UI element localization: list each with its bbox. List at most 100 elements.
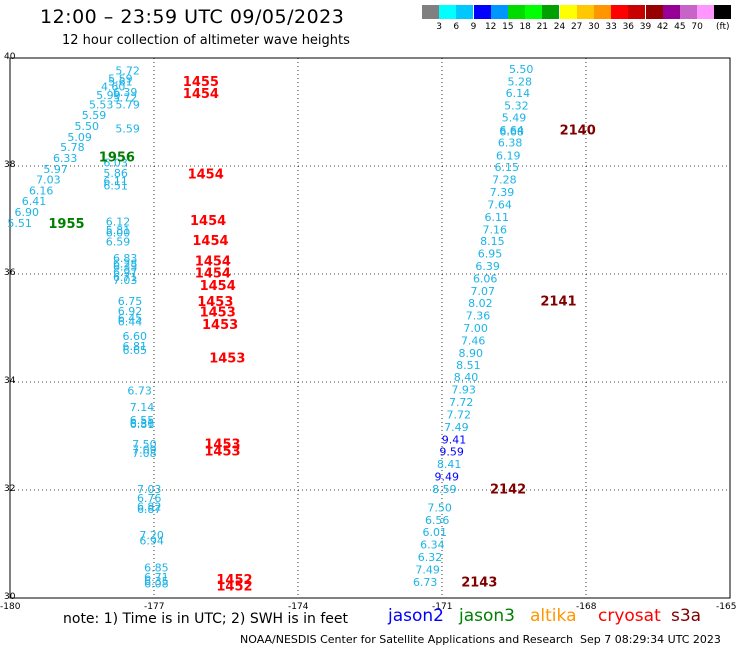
wave-height-value: 6.55 [130, 414, 155, 427]
legend-label: 12 [484, 22, 497, 32]
wave-height-value: 7.39 [490, 186, 515, 199]
generated-timestamp: Sep 7 08:29:34 UTC 2023 [580, 633, 721, 646]
wave-height-value: 5.50 [509, 63, 534, 76]
satellite-label-jason2: jason2 [388, 606, 444, 626]
legend-swatch [559, 5, 577, 19]
pass-time-label: 1454 [188, 168, 224, 183]
longitude-label: -165 [716, 602, 737, 612]
wave-height-value: 6.15 [495, 161, 520, 174]
pass-time-label: 1455 [183, 75, 219, 90]
wave-height-value: 6.56 [425, 514, 450, 527]
legend-swatch [576, 5, 594, 19]
wave-height-value: 6.39 [475, 260, 500, 273]
wave-height-value: 6.35 [144, 575, 169, 588]
map-frame [9, 57, 731, 599]
pass-time-label: 1454 [195, 267, 231, 282]
legend-label: 33 [605, 22, 617, 32]
legend-swatch [490, 5, 508, 19]
wave-height-value: 5.09 [67, 131, 92, 144]
wave-height-value: 5.81 [106, 224, 131, 237]
wave-height-value: 7.20 [139, 529, 164, 542]
wave-height-value: 5.79 [115, 99, 140, 112]
wave-height-value: 6.81 [123, 340, 148, 353]
satellite-label-s3a: s3a [671, 606, 702, 626]
wave-height-value: 8.41 [437, 458, 462, 471]
wave-height-value: 6.33 [53, 152, 78, 165]
wave-height-value: 5.49 [502, 111, 527, 124]
latitude-label: 32 [4, 484, 16, 494]
wave-height-value: 5.61 [108, 75, 133, 88]
wave-height-value: 5.72 [113, 92, 138, 105]
legend-label: 6 [453, 22, 460, 32]
wave-height-value: 8.59 [432, 483, 457, 496]
legend-label: 45 [674, 22, 686, 32]
pass-time-label: 1452 [216, 573, 252, 588]
wave-height-value: 7.36 [466, 310, 491, 323]
wave-height-value: 6.85 [144, 561, 169, 574]
credit-line: NOAA/NESDIS Center for Satellite Applica… [240, 633, 574, 646]
latitude-label: 36 [4, 268, 16, 278]
wave-height-value: 9.49 [435, 471, 460, 484]
wave-height-value: 6.45 [118, 312, 143, 325]
wave-height-value: 7.07 [471, 285, 496, 298]
wave-height-value: 7.72 [449, 396, 474, 409]
wave-height-value: 6.06 [473, 272, 498, 285]
wave-height-value: 6.73 [413, 576, 438, 589]
pass-time-label: 1453 [209, 351, 245, 366]
legend-swatch [680, 5, 697, 19]
wave-height-value: 6.71 [113, 271, 138, 284]
wave-height-value: 6.75 [118, 295, 143, 308]
legend-label: 36 [622, 22, 635, 32]
wave-height-value: 6.16 [29, 184, 54, 197]
wave-height-value: 4.60 [101, 81, 126, 94]
pass-time-label: 1956 [99, 150, 135, 165]
wave-height-value: 7.09 [132, 444, 157, 457]
legend-swatch [697, 5, 715, 19]
pass-time-label: 1454 [195, 255, 231, 270]
wave-height-value: 6.00 [106, 227, 131, 240]
longitude-label: -174 [288, 602, 309, 612]
legend-swatch [714, 5, 732, 19]
wave-height-value: 8.51 [456, 359, 481, 372]
wave-height-value: 7.03 [137, 483, 162, 496]
legend-label: 9 [470, 22, 477, 32]
pass-time-label: 2140 [560, 123, 596, 138]
wave-height-value: 7.03 [36, 174, 61, 187]
map-title: 12:00 – 23:59 UTC 09/05/2023 [40, 6, 345, 28]
wave-height-value: 5.28 [508, 75, 533, 88]
legend-label: 24 [553, 22, 566, 32]
wave-height-value: 6.41 [22, 195, 47, 208]
wave-height-value: 5.59 [108, 73, 133, 86]
legend-label: 15 [502, 22, 514, 32]
wave-height-value: 6.51 [103, 180, 128, 193]
wave-height-value: 5.53 [89, 99, 114, 112]
wave-height-value: 7.03 [113, 274, 138, 287]
pass-time-label: 2143 [461, 575, 497, 590]
wave-height-value: 8.40 [454, 371, 479, 384]
wave-height-value: 6.12 [106, 216, 131, 229]
longitude-label: -171 [432, 602, 453, 612]
legend-swatch [508, 5, 525, 19]
pass-time-label: 1453 [204, 445, 240, 460]
wave-height-value: 5.50 [75, 120, 100, 133]
legend-swatch [628, 5, 646, 19]
wave-height-value: 7.64 [487, 198, 512, 211]
legend-label: 3 [436, 22, 442, 32]
wave-height-value: 7.16 [483, 223, 508, 236]
legend-label: 27 [570, 22, 583, 32]
wave-height-value: 6.03 [103, 156, 128, 169]
wave-height-value: 6.38 [498, 136, 523, 149]
legend-label: 18 [519, 22, 531, 32]
wave-height-value: 6.01 [423, 526, 448, 539]
legend-swatch [662, 5, 680, 19]
wave-height-value: 5.78 [60, 141, 85, 154]
legend-swatch [645, 5, 663, 19]
legend-label: 42 [656, 22, 669, 32]
wave-height-value: 5.86 [103, 167, 128, 180]
wave-height-value: 6.11 [103, 175, 128, 188]
wave-height-value: 6.95 [478, 248, 503, 261]
wave-height-value: 7.00 [463, 322, 488, 335]
wave-height-value: 6.76 [137, 492, 162, 505]
legend-swatch [422, 5, 439, 19]
